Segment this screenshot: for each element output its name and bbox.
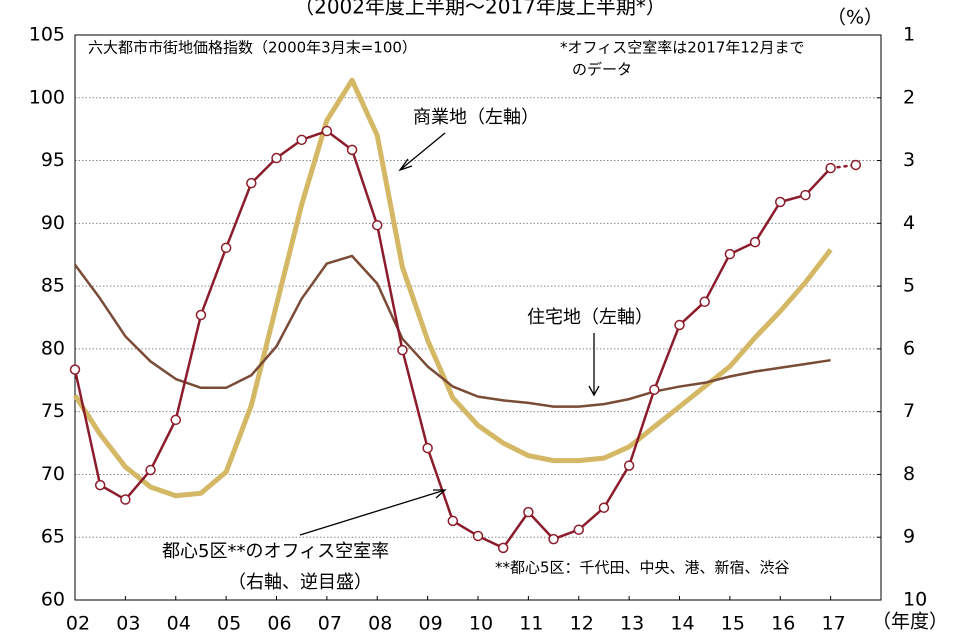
arrow (299, 489, 446, 536)
y2-tick-label: 10 (903, 589, 927, 611)
point (598, 502, 610, 513)
x-tick-label: 14 (670, 613, 694, 635)
point (825, 162, 836, 174)
point (145, 464, 156, 476)
arrow-head (398, 158, 413, 172)
y-tick-label: 100 (29, 86, 65, 108)
annotation: 六大都市市街地価格指数（2000年3月末=100） (88, 39, 417, 57)
y-tick-label: 90 (41, 212, 65, 234)
y-tick-label: 75 (41, 400, 65, 422)
y-tick-label: 105 (29, 24, 65, 46)
y2-tick-label: 8 (903, 463, 915, 485)
point (623, 460, 635, 471)
x-tick-label: 15 (721, 613, 745, 635)
x-tick-label: 13 (620, 613, 644, 635)
point (573, 524, 584, 535)
y2-tick-label: 6 (903, 337, 915, 359)
annotation: *オフィス空室率は2017年12月まで (560, 39, 804, 57)
y2-tick-label: 7 (903, 400, 915, 422)
x-tick-label: 12 (570, 613, 594, 635)
y-tick-label: 60 (41, 589, 65, 611)
point (372, 219, 383, 231)
series-label: 都心5区**のオフィス空室率 (162, 541, 389, 562)
annotation: （右軸、逆目盛） (228, 572, 372, 593)
x-unit: （年度） (872, 611, 948, 633)
x-tick-label: 02 (66, 613, 90, 635)
y2-tick-label: 5 (903, 275, 915, 297)
series-line (72, 77, 833, 499)
point (397, 344, 408, 356)
point (346, 144, 358, 156)
y2-tick-label: 9 (903, 526, 915, 548)
y-tick-label: 95 (41, 149, 65, 171)
y-tick-label: 80 (41, 337, 65, 359)
x-tick-label: 03 (116, 613, 140, 635)
point (447, 515, 459, 527)
y-tick-label: 65 (41, 526, 65, 548)
point (699, 296, 710, 308)
point (94, 479, 106, 491)
x-tick-label: 08 (368, 613, 392, 635)
arrow-head (433, 489, 447, 499)
plot-frame (74, 34, 882, 601)
point (724, 248, 736, 260)
series-line (73, 254, 831, 408)
annotation: **都心5区：千代田、中央、港、新宿、渋谷 (495, 559, 790, 577)
point (523, 506, 534, 518)
series-line (73, 129, 832, 550)
point (548, 533, 559, 545)
point (775, 196, 786, 208)
x-tick-label: 11 (519, 613, 543, 635)
x-tick-label: 16 (771, 613, 795, 635)
point (69, 364, 81, 375)
point (220, 242, 232, 254)
arrows (299, 132, 600, 536)
x-tick-label: 04 (167, 613, 191, 635)
point (472, 530, 484, 542)
arrow (399, 132, 446, 171)
y2-tick-label: 4 (903, 212, 915, 234)
point (800, 189, 811, 201)
point (497, 542, 509, 554)
point (195, 309, 207, 321)
point (850, 159, 862, 171)
x-tick-label: 06 (267, 613, 291, 635)
y2-tick-label: 3 (903, 149, 915, 171)
point (170, 414, 181, 426)
x-tick-label: 07 (318, 613, 342, 635)
chart-title: （2002年度上半期～2017年度上半期*） (294, 0, 666, 19)
point (674, 319, 685, 331)
y2-tick-label: 2 (903, 86, 915, 108)
point (422, 442, 433, 454)
annotation: のデータ (572, 61, 632, 79)
point (296, 134, 307, 146)
series-label: 住宅地（左軸） (527, 307, 653, 328)
series-label: 商業地（左軸） (413, 107, 539, 128)
point (271, 152, 282, 164)
x-tick-label: 05 (217, 613, 241, 635)
arrow-head (588, 385, 600, 397)
y2-tick-label: 1 (903, 24, 915, 46)
x-tick-label: 17 (822, 613, 846, 635)
point (649, 384, 660, 395)
point (749, 236, 761, 248)
y2-unit: （%） (827, 7, 883, 29)
x-tick-label: 09 (419, 613, 443, 635)
y-tick-label: 70 (41, 463, 65, 485)
point (321, 125, 333, 137)
point (246, 177, 257, 189)
x-tick-label: 10 (469, 613, 493, 635)
y-tick-label: 85 (41, 275, 65, 297)
point (120, 494, 131, 505)
